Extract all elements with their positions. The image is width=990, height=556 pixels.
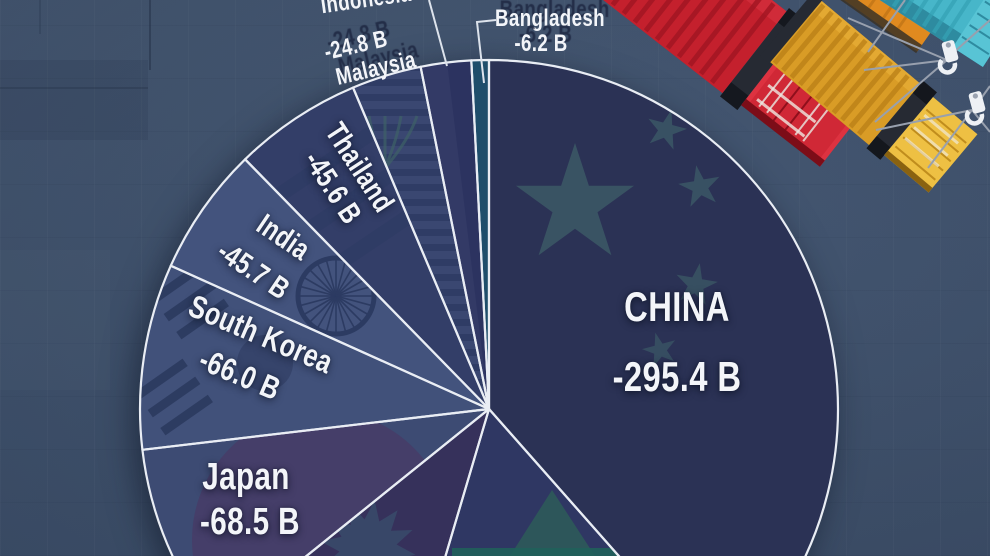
crane-hook-icon <box>937 40 959 75</box>
flag-motif-china <box>642 332 676 367</box>
pie-slice-vietnam <box>445 409 619 556</box>
flag-motif-china <box>678 165 720 207</box>
container-yellow <box>759 0 978 193</box>
flag-motif-japan <box>192 410 452 556</box>
crane-cables <box>847 0 990 169</box>
flag-motif-india <box>295 255 377 337</box>
flag-motif-vietnam <box>510 490 595 556</box>
flag-motif-south-korea <box>140 358 213 436</box>
leader-line-bangladesh <box>475 19 497 84</box>
flag-motif-indonesia <box>447 60 489 410</box>
pie-chart <box>138 58 840 556</box>
flag-motif-china <box>648 109 687 150</box>
leader-line-indonesia <box>428 0 448 67</box>
background-texture <box>0 0 151 140</box>
crane-hook-icon <box>964 91 986 126</box>
flag-motif-vietnam <box>452 548 642 556</box>
shipping-containers-illustration <box>568 0 990 193</box>
flag-motif-china <box>676 263 718 305</box>
leader-lines <box>428 0 497 84</box>
flag-motif-china <box>516 143 634 256</box>
pie-slice-south-korea <box>140 265 490 450</box>
flag-motif-south-korea <box>237 335 293 391</box>
